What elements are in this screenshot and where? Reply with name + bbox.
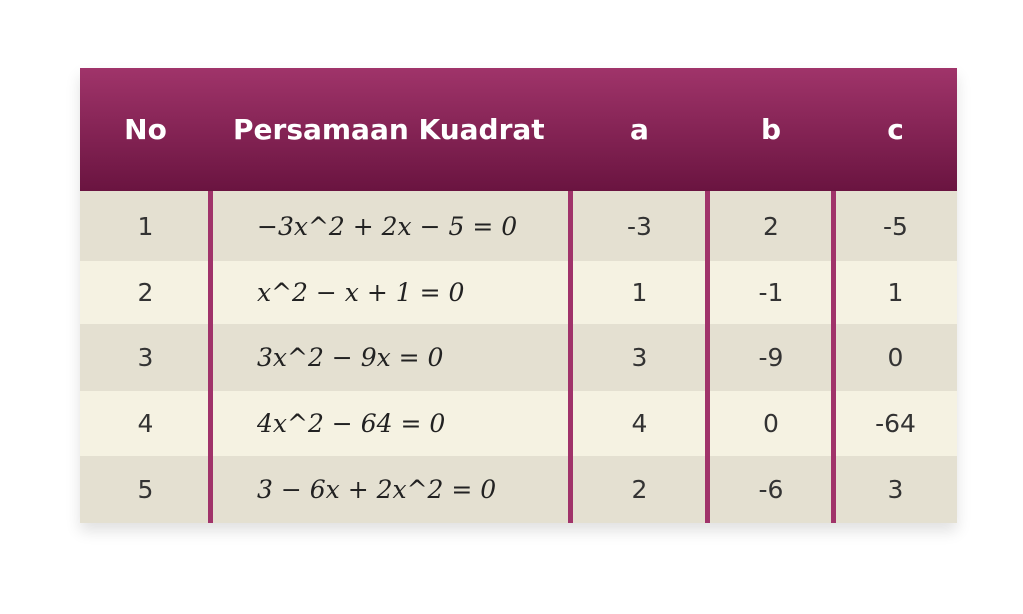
table-row: 1 −3x^2 + 2x − 5 = 0 -3 2 -5 bbox=[80, 191, 957, 261]
header-no: No bbox=[124, 113, 167, 146]
cell-a: 2 bbox=[631, 475, 648, 504]
cell-c: 1 bbox=[887, 278, 904, 307]
cell-b: 2 bbox=[763, 211, 779, 241]
table-row: 3 3x^2 − 9x = 0 3 -9 0 bbox=[80, 324, 957, 391]
cell-b: 0 bbox=[763, 409, 779, 438]
table-row: 4 4x^2 − 64 = 0 4 0 -64 bbox=[80, 391, 957, 456]
cell-equation: 4x^2 − 64 = 0 bbox=[257, 409, 446, 438]
column-divider bbox=[705, 191, 710, 523]
cell-a: 3 bbox=[631, 343, 648, 372]
cell-no: 5 bbox=[137, 475, 154, 504]
table-row: 5 3 − 6x + 2x^2 = 0 2 -6 3 bbox=[80, 456, 957, 523]
cell-equation: 3x^2 − 9x = 0 bbox=[257, 343, 444, 372]
table-row: 2 x^2 − x + 1 = 0 1 -1 1 bbox=[80, 261, 957, 324]
cell-c: 0 bbox=[887, 343, 904, 372]
cell-a: -3 bbox=[627, 211, 652, 241]
cell-b: -6 bbox=[758, 475, 784, 504]
cell-c: -5 bbox=[883, 211, 908, 241]
header-equation: Persamaan Kuadrat bbox=[233, 113, 545, 146]
cell-no: 2 bbox=[137, 278, 154, 307]
header-b: b bbox=[760, 113, 782, 146]
cell-a: 1 bbox=[631, 278, 648, 307]
cell-equation: −3x^2 + 2x − 5 = 0 bbox=[257, 211, 518, 241]
cell-a: 4 bbox=[631, 409, 648, 438]
cell-equation: 3 − 6x + 2x^2 = 0 bbox=[257, 475, 497, 504]
table-body: 1 −3x^2 + 2x − 5 = 0 -3 2 -5 2 x^2 − x + 1 = 0… bbox=[80, 191, 957, 523]
cell-b: -1 bbox=[758, 278, 784, 307]
header-a: a bbox=[630, 113, 649, 146]
column-divider bbox=[568, 191, 573, 523]
quadratic-equation-table: No Persamaan Kuadrat a b c 1 −3x^2 + 2x −… bbox=[80, 68, 957, 523]
cell-no: 1 bbox=[137, 211, 154, 241]
cell-no: 4 bbox=[137, 409, 154, 438]
cell-equation: x^2 − x + 1 = 0 bbox=[257, 278, 465, 307]
cell-b: -9 bbox=[758, 343, 784, 372]
column-divider bbox=[208, 191, 213, 523]
header-c: c bbox=[887, 113, 904, 146]
table-header: No Persamaan Kuadrat a b c bbox=[80, 68, 957, 191]
column-divider bbox=[831, 191, 836, 523]
cell-no: 3 bbox=[137, 343, 154, 372]
cell-c: -64 bbox=[875, 409, 916, 438]
cell-c: 3 bbox=[887, 475, 904, 504]
